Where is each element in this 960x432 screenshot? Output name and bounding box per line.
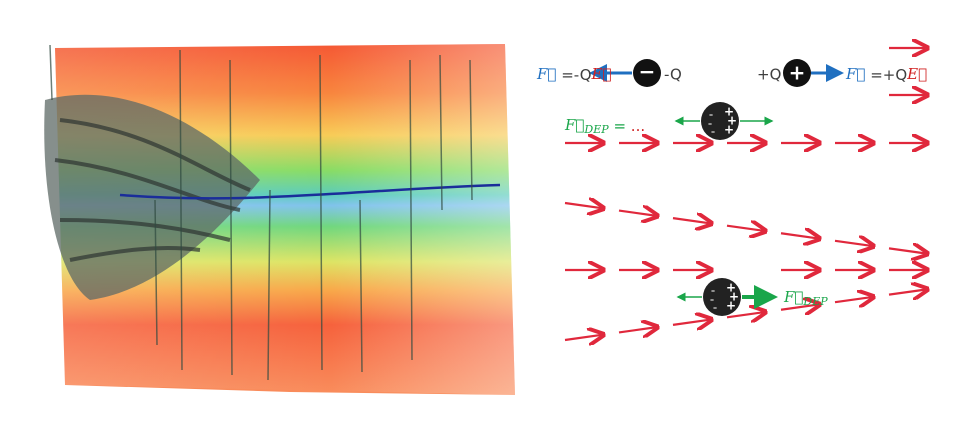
force-subscript: DEP <box>802 295 828 308</box>
force-symbol: F⃗ <box>564 116 584 134</box>
minus-sign: - <box>709 108 713 122</box>
charge-label: -Q <box>664 66 682 84</box>
plus-sign: + <box>724 123 734 137</box>
dep-label: F⃗DEP <box>783 288 828 308</box>
field-symbol: E⃗ <box>591 65 612 83</box>
plus-sign: + <box>729 290 739 304</box>
field-arrow <box>780 305 817 310</box>
field-symbol: E⃗ <box>906 65 927 83</box>
plus-sign: + <box>727 114 737 128</box>
field-arrow <box>834 241 871 246</box>
field-arrow <box>726 226 763 231</box>
force-equation: F⃗ =-QE⃗ <box>536 65 611 84</box>
dep-equation: F⃗DEP = ... <box>564 116 645 136</box>
force-symbol: F⃗ <box>536 65 556 83</box>
particle-body <box>701 102 739 140</box>
force-equation: F⃗ =+QE⃗ <box>845 65 927 84</box>
neutral-particle: ---+++ <box>701 102 739 140</box>
particle-body <box>703 278 741 316</box>
force-expression: =-Q <box>556 66 591 84</box>
field-arrow <box>564 335 601 340</box>
plus-sign: + <box>724 105 734 119</box>
ellipsis: ... <box>631 117 645 135</box>
plus-sign: + <box>726 299 736 313</box>
positive-charge <box>783 59 811 87</box>
minus-sign: - <box>708 117 712 131</box>
field-arrow <box>672 218 709 223</box>
field-arrow <box>780 233 817 238</box>
plus-sign: + <box>726 281 736 295</box>
minus-sign: - <box>710 293 714 307</box>
force-subscript: DEP <box>583 123 609 136</box>
neutral-particle: ---+++ <box>703 278 741 316</box>
field-arrow <box>888 248 925 253</box>
force-expression: = <box>609 117 631 135</box>
field-arrow <box>834 297 871 302</box>
minus-sign: - <box>713 301 717 315</box>
force-symbol: F⃗ <box>783 288 803 306</box>
field-arrow <box>888 290 925 295</box>
negative-charge <box>633 59 661 87</box>
force-expression: =+Q <box>865 66 907 84</box>
charge-label: +Q <box>757 66 781 84</box>
field-arrow <box>564 203 601 208</box>
charge-sign: − <box>639 60 656 84</box>
charge-sign: + <box>789 61 806 85</box>
field-arrow <box>618 211 655 216</box>
minus-sign: - <box>711 125 715 139</box>
simulation-render <box>44 44 515 395</box>
field-arrows <box>564 48 925 340</box>
force-symbol: F⃗ <box>845 65 865 83</box>
field-arrow <box>672 320 709 325</box>
field-arrow <box>726 312 763 317</box>
minus-sign: - <box>711 284 715 298</box>
field-arrow <box>618 327 655 332</box>
